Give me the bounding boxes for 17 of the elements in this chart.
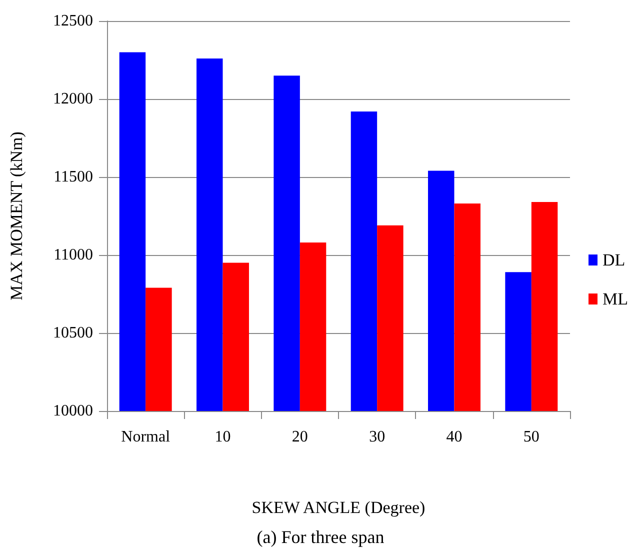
text: (a) For three span [256,527,384,547]
y-tick-label: 10000 [53,402,93,420]
x-axis-title: SKEW ANGLE (Degree) [252,498,426,517]
x-tick-label: 50 [523,428,540,446]
y-tick-label: 12500 [53,12,93,30]
legend-label: DL [602,250,626,270]
x-tick-label: 40 [446,428,462,446]
x-tick-label: Normal [121,428,171,446]
y-tick-label: 10500 [53,324,93,342]
y-axis-title: MAX MOMENT (kNm) [7,132,26,300]
legend-label: ML [602,290,628,308]
y-tick-label: 11500 [54,168,93,186]
y-tick-label: 11000 [54,246,93,264]
y-tick-label: 12000 [53,90,93,108]
x-tick-label: 20 [292,428,308,446]
x-tick-label: 10 [214,428,231,446]
x-tick-label: 30 [369,428,386,446]
